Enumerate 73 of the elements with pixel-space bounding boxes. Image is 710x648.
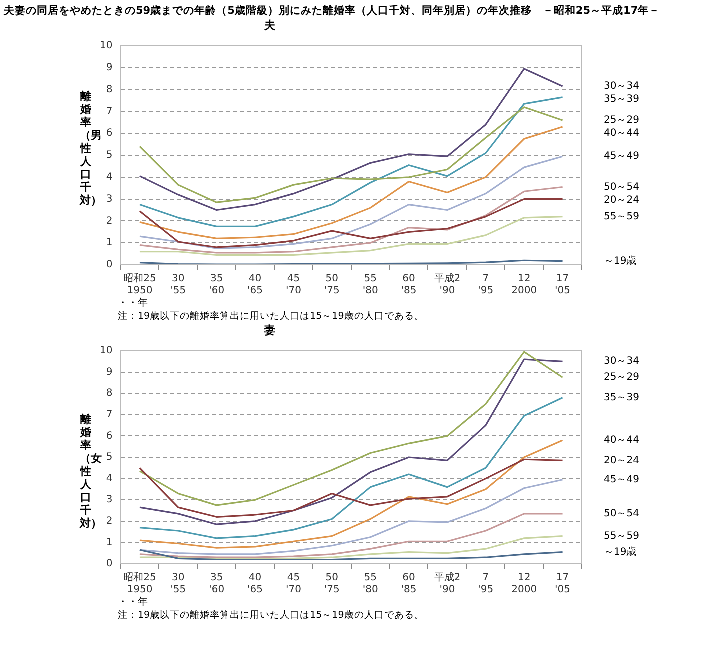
y-tick-label: 3 (106, 494, 113, 506)
y-tick-label: 9 (106, 366, 113, 378)
text: 注：19歳以下の離婚率算出に用いた人口は15～19歳の人口である。 (118, 310, 426, 323)
x-axis-title: ・・年 (118, 596, 148, 609)
x-tick-label: 50 '75 (324, 274, 340, 297)
chart-title: 夫妻の同居をやめたときの59歳までの年齢（5歳階級）別にみた離婚率（人口千対、同年別居）の年次推移 －昭和25～平成17年－ (3, 4, 662, 18)
y-tick-label: 0 (106, 260, 113, 271)
x-tick-label: 45 '70 (286, 274, 302, 297)
text: 45～49 (604, 151, 640, 162)
text: 50～54 (604, 508, 640, 520)
y-tick-label: 1 (106, 238, 113, 249)
text: 離婚率（男性人口千対） (80, 90, 102, 207)
text: 20～24 (604, 455, 640, 466)
x-tick-label: 55 '80 (362, 572, 378, 596)
y-tick-label: 4 (106, 172, 113, 183)
x-tick-label: 40 '65 (248, 572, 264, 596)
x-tick-label: 平成2 '90 (434, 272, 461, 297)
x-tick-label: 17 '05 (555, 274, 571, 297)
y-tick-label: 6 (106, 430, 113, 442)
x-tick-label: 30 '55 (170, 572, 186, 596)
x-tick-label: 30 '55 (170, 274, 186, 297)
y-tick-label: 10 (100, 346, 113, 357)
y-tick-label: 2 (106, 516, 113, 527)
x-tick-label: 40 '65 (248, 274, 264, 297)
y-tick-label: 8 (106, 84, 113, 96)
y-tick-label: 5 (106, 452, 113, 464)
text: ～19歳 (604, 254, 637, 267)
x-tick-label: 17 '05 (555, 572, 571, 596)
x-tick-label: 12 2000 (512, 274, 538, 297)
x-tick-label: 平成2 '90 (434, 572, 461, 596)
y-tick-label: 7 (106, 106, 113, 118)
y-tick-label: 3 (106, 194, 113, 205)
x-tick-label: 55 '80 (362, 274, 378, 297)
x-tick-label: 35 '60 (209, 274, 225, 297)
y-tick-label: 4 (106, 473, 113, 484)
text: 25～29 (604, 372, 640, 384)
text: 55～59 (604, 530, 640, 542)
text: 注：19歳以下の離婚率算出に用いた人口は15～19歳の人口である。 (118, 609, 426, 622)
x-tick-label: 7 '95 (478, 572, 494, 596)
x-tick-label: 12 2000 (512, 572, 538, 596)
y-tick-label: 10 (100, 40, 113, 52)
y-tick-label: 6 (106, 128, 113, 140)
chart-subtitle: 妻 (264, 323, 276, 337)
y-tick-label: 5 (106, 150, 113, 162)
text: 35～39 (604, 94, 640, 106)
x-tick-label: 35 '60 (209, 572, 225, 596)
x-tick-label: 昭和25 1950 (124, 272, 156, 297)
y-tick-label: 9 (106, 62, 113, 74)
text: ～19歳 (604, 546, 637, 558)
text: 25～29 (604, 115, 640, 126)
y-tick-label: 0 (106, 558, 113, 570)
x-tick-label: 45 '70 (286, 572, 302, 596)
text: 離婚率（女性人口千対） (80, 413, 102, 530)
text: 55～59 (604, 211, 640, 222)
x-tick-label: 60 '85 (401, 572, 417, 596)
y-tick-label: 2 (106, 216, 113, 227)
text: 30～34 (604, 81, 640, 92)
text: 50～54 (604, 182, 640, 193)
x-tick-label: 60 '85 (401, 274, 417, 297)
text: 20～24 (604, 194, 640, 206)
text: 35～39 (604, 392, 640, 404)
text: 45～49 (604, 474, 640, 486)
chart-subtitle: 夫 (264, 18, 276, 32)
y-tick-label: 7 (106, 409, 113, 420)
x-axis-title: ・・年 (118, 297, 148, 310)
text: 40～44 (604, 128, 640, 140)
x-tick-label: 7 '95 (478, 274, 494, 297)
x-tick-label: 50 '75 (324, 572, 340, 596)
y-tick-label: 1 (106, 537, 113, 548)
x-tick-label: 昭和25 1950 (124, 572, 156, 596)
text: 40～44 (604, 435, 640, 446)
text: 30～34 (604, 356, 640, 368)
y-tick-label: 8 (106, 388, 113, 400)
